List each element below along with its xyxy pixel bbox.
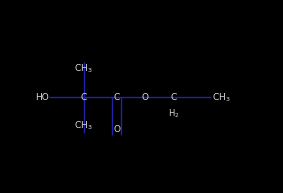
Text: O: O bbox=[113, 125, 120, 134]
Text: CH$_3$: CH$_3$ bbox=[74, 120, 93, 132]
Text: HO: HO bbox=[35, 93, 49, 102]
Text: C: C bbox=[113, 93, 120, 102]
Text: C: C bbox=[80, 93, 87, 102]
Text: O: O bbox=[142, 93, 149, 102]
Text: C: C bbox=[170, 93, 177, 102]
Text: H$_2$: H$_2$ bbox=[168, 108, 179, 120]
Text: CH$_3$: CH$_3$ bbox=[212, 91, 231, 104]
Text: CH$_3$: CH$_3$ bbox=[74, 63, 93, 75]
